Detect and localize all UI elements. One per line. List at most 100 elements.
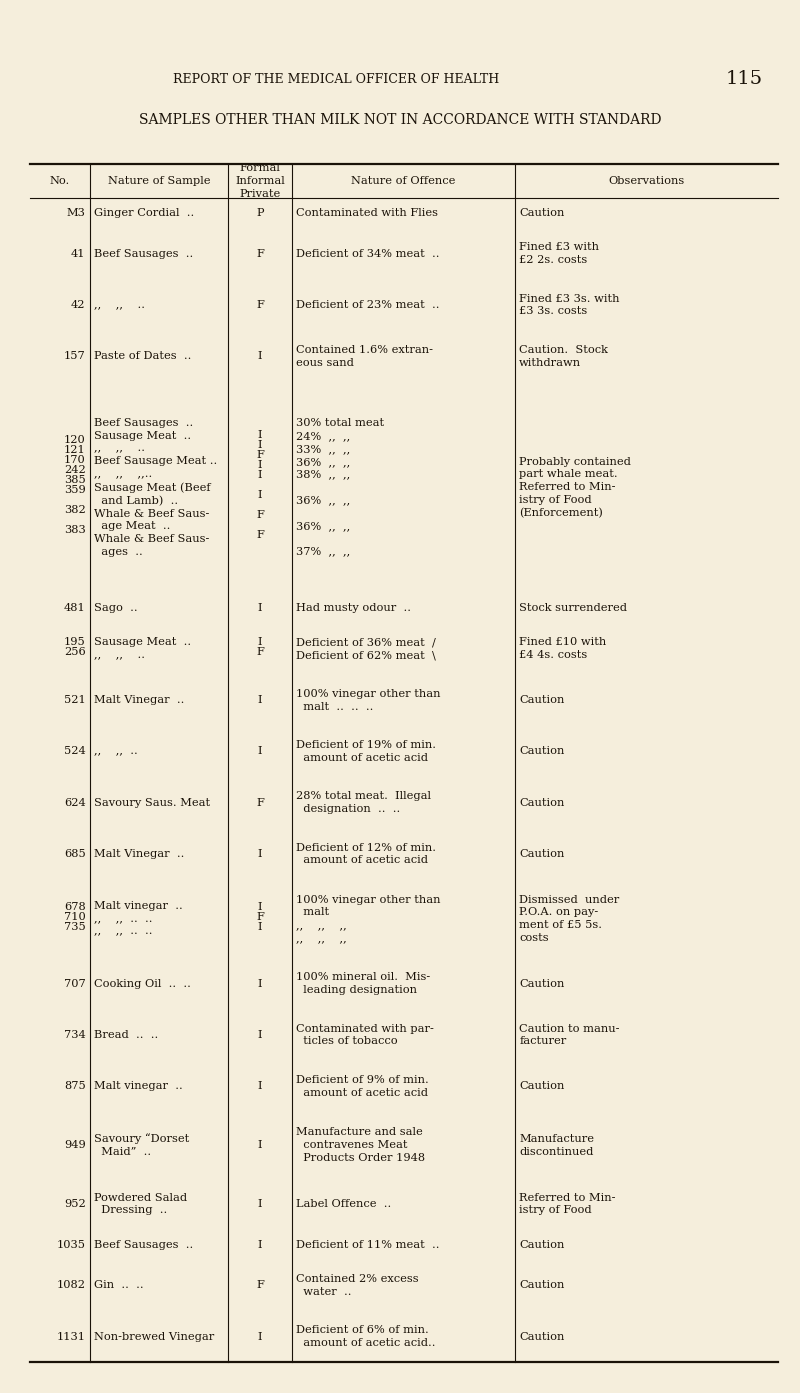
Text: F: F bbox=[256, 450, 264, 461]
Text: 524: 524 bbox=[64, 747, 86, 756]
Text: 41: 41 bbox=[71, 248, 86, 259]
Text: Dismissed  under
P.O.A. on pay-
ment of £5 5s.
costs: Dismissed under P.O.A. on pay- ment of £… bbox=[519, 894, 619, 943]
Text: I: I bbox=[258, 430, 262, 440]
Text: Manufacture and sale
  contravenes Meat
  Products Order 1948: Manufacture and sale contravenes Meat Pr… bbox=[296, 1127, 425, 1163]
Text: 710: 710 bbox=[64, 912, 86, 922]
Text: Contaminated with par-
  ticles of tobacco: Contaminated with par- ticles of tobacco bbox=[296, 1024, 434, 1046]
Text: Malt vinegar  ..
,,    ,,  ..  ..
,,    ,,  ..  ..: Malt vinegar .. ,, ,, .. .. ,, ,, .. .. bbox=[94, 901, 182, 936]
Text: F: F bbox=[256, 798, 264, 808]
Text: 121: 121 bbox=[64, 446, 86, 456]
Text: Malt Vinegar  ..: Malt Vinegar .. bbox=[94, 848, 184, 859]
Text: I: I bbox=[258, 1240, 262, 1250]
Text: Deficient of 36% meat  /
Deficient of 62% meat  \: Deficient of 36% meat / Deficient of 62%… bbox=[296, 638, 436, 660]
Text: 481: 481 bbox=[64, 603, 86, 613]
Text: 120: 120 bbox=[64, 436, 86, 446]
Text: Caution: Caution bbox=[519, 979, 565, 989]
Text: Nature of Sample: Nature of Sample bbox=[107, 176, 210, 187]
Text: Malt vinegar  ..: Malt vinegar .. bbox=[94, 1081, 182, 1091]
Text: Sago  ..: Sago .. bbox=[94, 603, 138, 613]
Text: Had musty odour  ..: Had musty odour .. bbox=[296, 603, 411, 613]
Text: Caution: Caution bbox=[519, 798, 565, 808]
Text: 28% total meat.  Illegal
  designation  ..  ..: 28% total meat. Illegal designation .. .… bbox=[296, 791, 431, 814]
Text: Manufacture
discontinued: Manufacture discontinued bbox=[519, 1134, 594, 1156]
Text: Observations: Observations bbox=[608, 176, 685, 187]
Text: Caution: Caution bbox=[519, 1280, 565, 1290]
Text: I: I bbox=[258, 1199, 262, 1209]
Text: Deficient of 6% of min.
  amount of acetic acid..: Deficient of 6% of min. amount of acetic… bbox=[296, 1325, 435, 1348]
Text: I: I bbox=[258, 351, 262, 361]
Text: I: I bbox=[258, 490, 262, 500]
Text: 734: 734 bbox=[64, 1029, 86, 1041]
Text: Bread  ..  ..: Bread .. .. bbox=[94, 1029, 158, 1041]
Text: 952: 952 bbox=[64, 1199, 86, 1209]
Text: Savoury “Dorset
  Maid”  ..: Savoury “Dorset Maid” .. bbox=[94, 1134, 189, 1158]
Text: 624: 624 bbox=[64, 798, 86, 808]
Text: 170: 170 bbox=[64, 456, 86, 465]
Text: F: F bbox=[256, 912, 264, 922]
Text: No.: No. bbox=[50, 176, 70, 187]
Text: 875: 875 bbox=[64, 1081, 86, 1091]
Text: Beef Sausages  ..
Sausage Meat  ..
,,    ,,    ..
Beef Sausage Meat ..
,,    ,, : Beef Sausages .. Sausage Meat .. ,, ,, .… bbox=[94, 418, 217, 557]
Text: 1131: 1131 bbox=[57, 1332, 86, 1341]
Text: F: F bbox=[256, 1280, 264, 1290]
Text: Probably contained
part whale meat.
Referred to Min-
istry of Food
(Enforcement): Probably contained part whale meat. Refe… bbox=[519, 457, 631, 518]
Text: F: F bbox=[256, 248, 264, 259]
Text: 685: 685 bbox=[64, 848, 86, 859]
Text: 385: 385 bbox=[64, 475, 86, 485]
Text: Cooking Oil  ..  ..: Cooking Oil .. .. bbox=[94, 979, 190, 989]
Text: Sausage Meat  ..
,,    ,,    ..: Sausage Meat .. ,, ,, .. bbox=[94, 638, 190, 660]
Text: Deficient of 23% meat  ..: Deficient of 23% meat .. bbox=[296, 299, 439, 309]
Text: I: I bbox=[258, 1029, 262, 1041]
Text: 100% vinegar other than
  malt
,,    ,,    ,,
,,    ,,    ,,: 100% vinegar other than malt ,, ,, ,, ,,… bbox=[296, 894, 441, 943]
Text: Caution.  Stock
withdrawn: Caution. Stock withdrawn bbox=[519, 345, 608, 368]
Text: 707: 707 bbox=[64, 979, 86, 989]
Text: 359: 359 bbox=[64, 485, 86, 496]
Text: Deficient of 12% of min.
  amount of acetic acid: Deficient of 12% of min. amount of aceti… bbox=[296, 843, 436, 865]
Text: Deficient of 11% meat  ..: Deficient of 11% meat .. bbox=[296, 1240, 439, 1250]
Text: 256: 256 bbox=[64, 646, 86, 657]
Text: I: I bbox=[258, 1332, 262, 1341]
Text: Caution: Caution bbox=[519, 695, 565, 705]
Text: I: I bbox=[258, 979, 262, 989]
Text: REPORT OF THE MEDICAL OFFICER OF HEALTH: REPORT OF THE MEDICAL OFFICER OF HEALTH bbox=[173, 72, 499, 86]
Text: Contained 1.6% extran-
eous sand: Contained 1.6% extran- eous sand bbox=[296, 345, 433, 368]
Text: I: I bbox=[258, 603, 262, 613]
Text: Contaminated with Flies: Contaminated with Flies bbox=[296, 208, 438, 217]
Text: I: I bbox=[258, 637, 262, 646]
Text: I: I bbox=[258, 922, 262, 932]
Text: 42: 42 bbox=[71, 299, 86, 309]
Text: Caution to manu-
facturer: Caution to manu- facturer bbox=[519, 1024, 620, 1046]
Text: Deficient of 9% of min.
  amount of acetic acid: Deficient of 9% of min. amount of acetic… bbox=[296, 1075, 429, 1098]
Text: I: I bbox=[258, 747, 262, 756]
Text: Label Offence  ..: Label Offence .. bbox=[296, 1199, 391, 1209]
Text: Ginger Cordial  ..: Ginger Cordial .. bbox=[94, 208, 194, 217]
Text: F: F bbox=[256, 646, 264, 657]
Text: 157: 157 bbox=[64, 351, 86, 361]
Text: Caution: Caution bbox=[519, 747, 565, 756]
Text: I: I bbox=[258, 471, 262, 481]
Text: Nature of Offence: Nature of Offence bbox=[351, 176, 456, 187]
Text: 115: 115 bbox=[726, 71, 762, 88]
Text: I: I bbox=[258, 695, 262, 705]
Text: P: P bbox=[256, 208, 264, 217]
Text: F: F bbox=[256, 299, 264, 309]
Text: Malt Vinegar  ..: Malt Vinegar .. bbox=[94, 695, 184, 705]
Text: Contained 2% excess
  water  ..: Contained 2% excess water .. bbox=[296, 1275, 418, 1297]
Text: Powdered Salad
  Dressing  ..: Powdered Salad Dressing .. bbox=[94, 1192, 186, 1215]
Text: I: I bbox=[258, 901, 262, 912]
Text: 1082: 1082 bbox=[57, 1280, 86, 1290]
Text: 678: 678 bbox=[64, 901, 86, 912]
Text: Beef Sausages  ..: Beef Sausages .. bbox=[94, 1240, 193, 1250]
Text: Fined £3 3s. with
£3 3s. costs: Fined £3 3s. with £3 3s. costs bbox=[519, 294, 620, 316]
Text: 521: 521 bbox=[64, 695, 86, 705]
Text: Caution: Caution bbox=[519, 1081, 565, 1091]
Text: Savoury Saus. Meat: Savoury Saus. Meat bbox=[94, 798, 210, 808]
Text: 383: 383 bbox=[64, 525, 86, 535]
Text: Referred to Min-
istry of Food: Referred to Min- istry of Food bbox=[519, 1192, 616, 1215]
Text: Fined £10 with
£4 4s. costs: Fined £10 with £4 4s. costs bbox=[519, 638, 606, 660]
Text: M3: M3 bbox=[66, 208, 86, 217]
Text: I: I bbox=[258, 1081, 262, 1091]
Text: I: I bbox=[258, 440, 262, 450]
Text: Beef Sausages  ..: Beef Sausages .. bbox=[94, 248, 193, 259]
Text: SAMPLES OTHER THAN MILK NOT IN ACCORDANCE WITH STANDARD: SAMPLES OTHER THAN MILK NOT IN ACCORDANC… bbox=[138, 113, 662, 127]
